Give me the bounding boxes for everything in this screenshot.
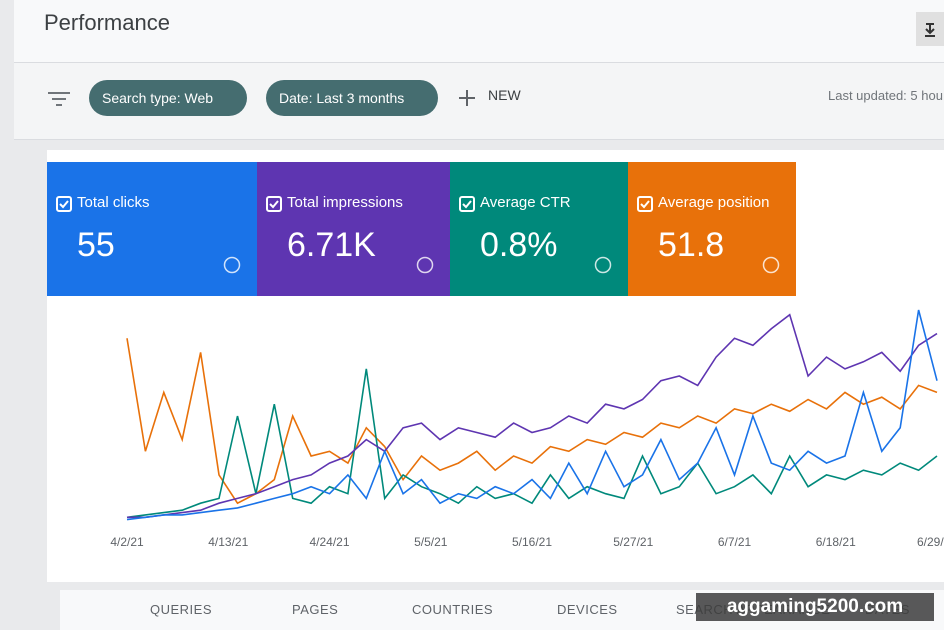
metric-card[interactable]: Average CTR 0.8% [450,162,628,296]
metric-value: 0.8% [480,226,558,264]
series-line [126,309,938,521]
checkbox-check [269,200,279,209]
filter-bar: Search type: Web Date: Last 3 months NEW… [14,63,944,140]
new-filter[interactable]: NEW [488,87,521,103]
x-tick-label: 4/2/21 [110,535,144,549]
tab[interactable]: COUNTRIES [412,602,494,617]
metric-label: Total impressions [287,194,403,211]
series-line [127,313,938,519]
watermark: aggaming5200.com [696,593,934,621]
metric-card[interactable]: Total clicks 55 [47,162,257,296]
checkbox-check [59,200,69,209]
performance-panel: Total clicks 55 Total impressions 6.71K Aver… [47,150,944,582]
plus-icon [459,90,475,106]
help-circle [416,256,434,274]
checkbox-box [266,196,282,212]
checkbox [637,196,653,212]
help-circle [223,256,241,274]
metric-label: Total clicks [77,194,150,211]
metric-label: Average CTR [480,194,571,211]
help-icon [594,256,612,274]
checkbox [459,196,475,212]
checkbox [56,196,72,212]
tab[interactable]: QUERIES [150,602,213,617]
help-icon [416,256,434,274]
download-icon [925,23,935,37]
metric-value: 6.71K [287,226,376,264]
checkbox-box [637,196,653,212]
x-tick-label: 5/16/21 [512,535,552,549]
last-updated: Last updated: 5 hou [828,88,943,103]
filter-chip[interactable]: Search type: Web [89,80,248,116]
help-icon [223,256,241,274]
metric-value: 51.8 [658,226,725,264]
page-title: Performance [44,10,170,35]
help-icon [762,256,780,274]
metric-label: Average position [658,194,770,211]
x-tick-label: 6/29/21 [917,535,944,549]
checkbox-box [56,196,72,212]
x-tick-label: 5/27/21 [613,535,653,549]
header: Performance [14,0,944,63]
tab[interactable]: PAGES [292,602,339,617]
tab[interactable]: DEVICES [557,602,618,617]
checkbox-box [459,196,475,212]
metric-value: 55 [77,226,115,264]
x-tick-label: 5/5/21 [414,535,448,549]
checkbox-check [640,200,650,209]
metric-card[interactable]: Average position 51.8 [628,162,796,296]
x-tick-label: 4/24/21 [309,535,349,549]
series-line [126,368,938,519]
chart: 4/2/21 4/13/21 4/24/21 5/5/21 5/16/21 5/27/21… [110,309,944,549]
filter-icon[interactable] [48,91,70,107]
help-circle [594,256,612,274]
checkbox [266,196,282,212]
x-tick-label: 6/18/21 [816,535,856,549]
filter-chip[interactable]: Date: Last 3 months [266,80,439,116]
series-line [126,338,938,505]
download-button[interactable] [916,12,944,46]
checkbox-check [462,200,472,209]
x-tick-label: 6/7/21 [718,535,752,549]
help-circle [762,256,780,274]
x-tick-label: 4/13/21 [208,535,248,549]
metric-card[interactable]: Total impressions 6.71K [257,162,450,296]
